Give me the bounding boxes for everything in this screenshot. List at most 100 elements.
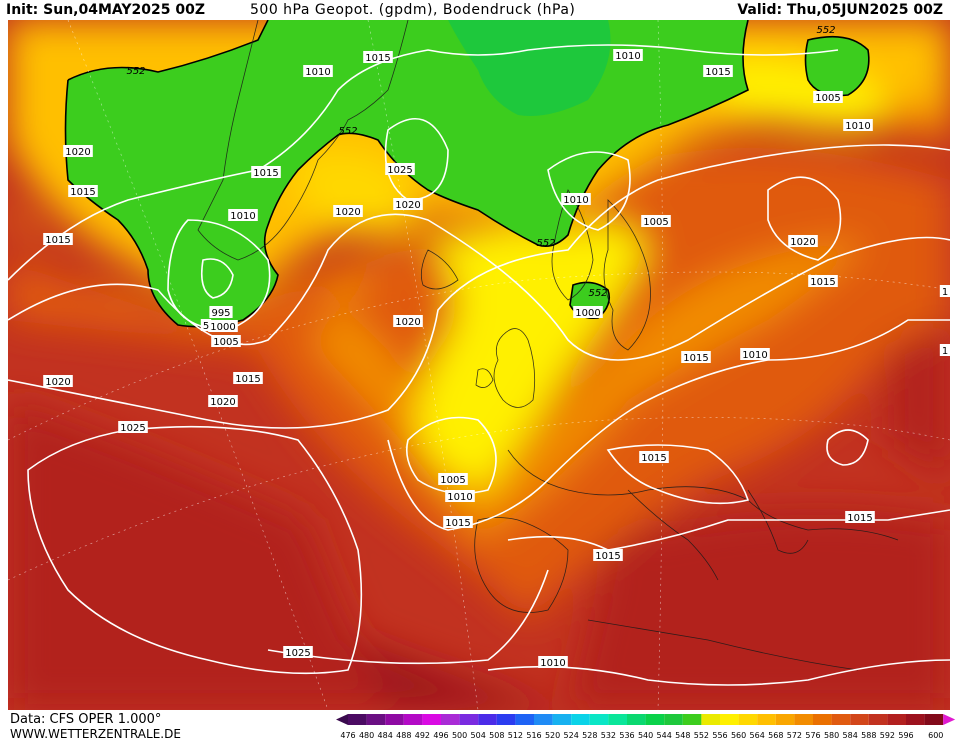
isobar-label: 1000: [575, 308, 600, 319]
isobar-label-bg: [393, 315, 423, 327]
legend-arrow-right: [943, 714, 956, 725]
legend-tick-label: 552: [694, 731, 709, 740]
isobar-label: 1015: [705, 67, 730, 78]
legend-swatch: [757, 714, 776, 725]
isobar-label-bg: [593, 549, 623, 561]
isobar-label-bg: [613, 49, 643, 61]
legend-swatch: [738, 714, 758, 725]
legend-swatch: [645, 714, 665, 725]
isobar-label: 1010: [540, 658, 565, 669]
legend-tick-label: 504: [471, 731, 486, 740]
isobar-label-bg: [43, 233, 73, 245]
legend-tick-label: 524: [564, 731, 579, 740]
isobar-label: 1005: [643, 217, 668, 228]
isobar-label-bg: [443, 516, 473, 528]
legend-tick-label: 596: [898, 731, 913, 740]
legend-swatch: [348, 714, 367, 725]
isobar-label: 1020: [395, 317, 420, 328]
isobar-label-bg: [251, 166, 281, 178]
isobar-label-bg: [200, 319, 212, 331]
isobar-label-bg: [363, 51, 393, 63]
isobar-label: 1020: [210, 397, 235, 408]
geopotential-label: 552: [536, 238, 555, 249]
isobar-label-bg: [333, 205, 363, 217]
isobars: [8, 44, 950, 686]
isobar-label-bg: [939, 285, 950, 297]
legend-tick-label: 572: [787, 731, 802, 740]
legend-tick-label: 480: [359, 731, 374, 740]
init-time-label: Init: Sun,04MAY2025 00Z: [6, 2, 205, 18]
legend-tick-label: 576: [805, 731, 820, 740]
isobar-label: 1020: [335, 207, 360, 218]
isobar-label: 1000: [210, 322, 235, 333]
isobar-label-bg: [573, 306, 603, 318]
isobar-label-bg: [208, 395, 238, 407]
isobar-label-bg: [813, 91, 843, 103]
legend-swatch: [385, 714, 404, 725]
isobar-label-bg: [641, 215, 671, 227]
legend-tick-label: 484: [378, 731, 393, 740]
isobar-label-bg: [845, 511, 875, 523]
legend-swatch: [608, 714, 627, 725]
legend-tick-label: 496: [433, 731, 448, 740]
legend-tick-label: 516: [526, 731, 541, 740]
legend-tick-label: 532: [601, 731, 616, 740]
isobar-label: 1005: [213, 337, 238, 348]
weather-map: 1010 1015 1010 1015 1005 1010 1020 1015 1015 1010…: [8, 20, 950, 710]
isobar-label-bg: [68, 185, 98, 197]
legend-swatch: [422, 714, 441, 725]
isobar-label: 1005: [815, 93, 840, 104]
isobar-label-bg: [209, 306, 233, 318]
legend-tick-label: 560: [731, 731, 746, 740]
legend-tick-label: 592: [880, 731, 895, 740]
isobar-label-bg: [385, 163, 415, 175]
isobar-label: 1015: [235, 374, 260, 385]
geopotential-label: 552: [588, 288, 607, 299]
isobar-label: 1020: [395, 200, 420, 211]
isobar-label: 1025: [285, 648, 310, 659]
contour-552: [64, 20, 870, 328]
isobar-label: 1015: [70, 187, 95, 198]
legend-scale: 476 480 484 488 492 496 500 504 508 512 516 520 524 5…: [336, 714, 956, 740]
legend-tick-label: 476: [340, 731, 355, 740]
isobar-label-bg: [393, 198, 423, 210]
isobar-label-bg: [445, 490, 475, 502]
isobar-label: 1020: [790, 237, 815, 248]
legend-tick-label: 556: [712, 731, 727, 740]
legend-tick-label: 568: [768, 731, 783, 740]
isobar-label-bg: [118, 421, 148, 433]
legend-swatch: [924, 714, 944, 725]
isobar-label: 1010: [447, 492, 472, 503]
legend-swatch: [366, 714, 386, 725]
isobar-label-bg: [740, 348, 770, 360]
isobar-label: 1015: [595, 551, 620, 562]
legend-swatch: [496, 714, 516, 725]
isobar-labels: 1010 1015 1010 1015 1005 1010 1020 1015 1015 1010…: [43, 49, 950, 669]
isobar-label-bg: [303, 65, 333, 77]
isobar-label: 1015: [45, 235, 70, 246]
isobar-label: 1010: [305, 67, 330, 78]
legend-tick-label: 580: [824, 731, 839, 740]
isobar-label: 1010: [230, 211, 255, 222]
legend-tick-label: 500: [452, 731, 467, 740]
legend-swatch: [906, 714, 925, 725]
valid-time-label: Valid: Thu,05JUN2025 00Z: [737, 2, 943, 18]
isobar-label-bg: [561, 193, 591, 205]
graticule: [8, 20, 950, 710]
website-label: WWW.WETTERZENTRALE.DE: [10, 727, 181, 741]
legend-swatch: [571, 714, 590, 725]
color-legend: 476 480 484 488 492 496 500 504 508 512 516 520 524 5…: [336, 714, 956, 740]
legend-tick-label: 548: [675, 731, 690, 740]
isobar-label: 1005: [440, 475, 465, 486]
isobar-label-bg: [228, 209, 258, 221]
isobar-label-bg: [681, 351, 711, 363]
isobar-label-bg: [208, 320, 238, 332]
geopotential-label: 552: [338, 126, 357, 137]
isobar-label: 1010: [742, 350, 767, 361]
isobar-label-bg: [43, 375, 73, 387]
isobar-label-bg: [703, 65, 733, 77]
legend-tick-label: 512: [508, 731, 523, 740]
isobar-label-bg: [808, 275, 838, 287]
legend-swatch: [459, 714, 479, 725]
isobar-label: 1015: [253, 168, 278, 179]
